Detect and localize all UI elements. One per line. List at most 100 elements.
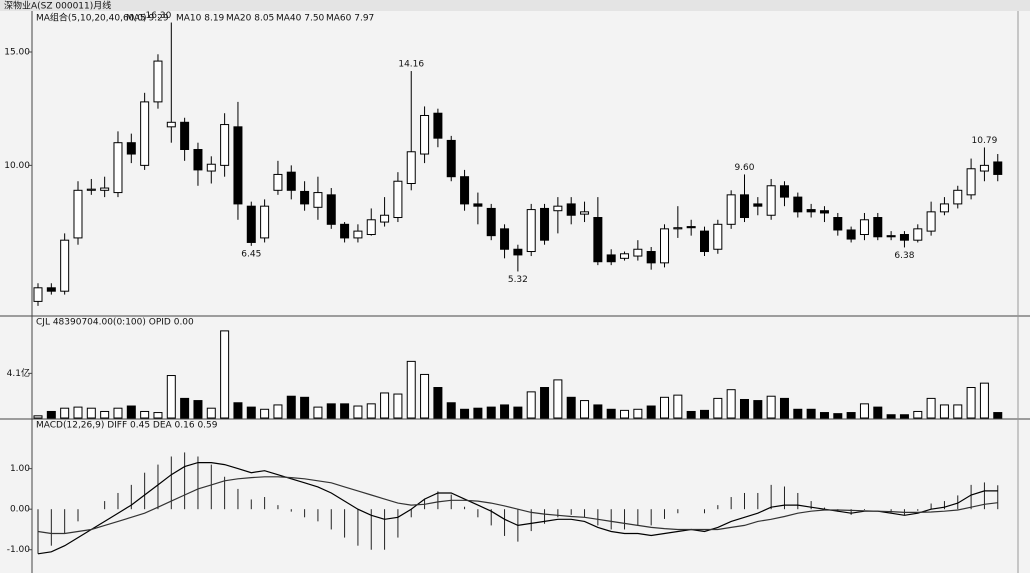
volume-bar <box>793 408 803 419</box>
candle-body <box>886 235 896 238</box>
candle-body <box>166 121 176 128</box>
volume-bar <box>86 407 96 419</box>
volume-bar <box>126 405 136 419</box>
volume-bar <box>33 415 43 419</box>
volume-bar <box>633 408 643 419</box>
volume-bar <box>739 398 749 419</box>
volume-bar <box>726 389 736 419</box>
candle-body <box>979 164 989 172</box>
candle-body <box>180 121 190 150</box>
legend-item: MA5 9.29 <box>126 14 169 24</box>
volume-bar <box>446 402 456 419</box>
volume-bar <box>273 404 283 419</box>
macd-line <box>37 462 998 555</box>
candle-body <box>473 203 483 207</box>
legend-item: MA组合(5,10,20,40,60,0) <box>36 12 147 24</box>
volume-bar <box>580 400 590 419</box>
panel-title: CJL 48390704.00(0:100) OPID 0.00 <box>36 318 194 328</box>
volume-bar <box>153 412 163 419</box>
candle-body <box>620 253 630 259</box>
candle-body <box>939 203 949 213</box>
volume-bar <box>73 406 83 419</box>
volume-bar <box>566 396 576 419</box>
volume-bar <box>513 406 523 419</box>
volume-bar <box>966 387 976 419</box>
y-tick-label: 4.1亿 <box>7 367 30 379</box>
legend-item: MA10 8.19 <box>176 14 225 24</box>
volume-bar <box>646 405 656 419</box>
volume-bar <box>433 387 443 419</box>
volume-bar <box>553 379 563 419</box>
volume-bar <box>246 406 256 419</box>
volume-bar <box>113 407 123 419</box>
candle-body <box>393 180 403 219</box>
volume-bar <box>620 409 630 419</box>
volume-bar <box>660 396 670 419</box>
volume-bar <box>766 395 776 419</box>
volume-bar <box>939 404 949 419</box>
candle-body <box>420 114 430 155</box>
volume-bar <box>753 400 763 419</box>
panel-title: MACD(12,26,9) DIFF 0.45 DEA 0.16 0.59 <box>36 421 218 431</box>
volume-bar <box>140 410 150 419</box>
volume-bar <box>300 396 310 419</box>
candle-body <box>260 205 270 239</box>
candle-body <box>286 171 296 191</box>
candle-body <box>633 248 643 257</box>
candle-body <box>779 185 789 198</box>
volume-bar <box>326 403 336 419</box>
price-annotation: 5.32 <box>508 275 528 285</box>
candle-body <box>73 189 83 239</box>
candle-body <box>366 219 376 236</box>
volume-bar <box>260 408 270 419</box>
candle-body <box>739 194 749 219</box>
legend-item: MA20 8.05 <box>226 14 274 24</box>
candle-body <box>206 163 216 172</box>
candle-body <box>140 101 150 166</box>
volume-bar <box>953 404 963 419</box>
volume-bar <box>353 405 363 419</box>
candle-body <box>566 203 576 216</box>
volume-bar <box>460 408 470 419</box>
volume-bar <box>166 375 176 419</box>
candle-body <box>993 161 1003 175</box>
volume-bar <box>819 412 829 419</box>
candle-body <box>966 168 976 196</box>
candle-body <box>953 189 963 205</box>
candle-body <box>766 185 776 216</box>
price-annotation: 9.60 <box>734 163 754 173</box>
price-annotation: 14.16 <box>398 60 424 70</box>
y-tick-label: 0.00 <box>10 505 30 515</box>
candle-body <box>326 194 336 225</box>
volume-bar <box>486 406 496 419</box>
candle-body <box>833 217 843 231</box>
y-tick-label: 10.00 <box>4 161 30 171</box>
candle-body <box>33 287 43 302</box>
candle-body <box>60 239 70 292</box>
chart-title: 深物业A(SZ 000011)月线 <box>4 0 111 12</box>
volume-bar <box>833 413 843 419</box>
candle-body <box>660 228 670 264</box>
candle-body <box>513 248 523 256</box>
volume-bar <box>473 407 483 419</box>
volume-bar <box>100 410 110 419</box>
volume-bar <box>526 391 536 419</box>
candle-body <box>673 227 683 230</box>
legend-item: MA40 7.50 <box>276 14 325 24</box>
volume-bar <box>979 382 989 419</box>
volume-bar <box>540 387 550 419</box>
volume-bar <box>60 407 70 419</box>
volume-bar <box>220 330 230 419</box>
price-annotation: 6.45 <box>241 249 261 259</box>
price-annotation: 16.30 <box>146 11 172 21</box>
candle-body <box>340 223 350 239</box>
candle-body <box>406 151 416 185</box>
volume-bar <box>700 409 709 419</box>
volume-bar <box>593 404 603 419</box>
candle-body <box>433 112 443 139</box>
volume-bar <box>193 400 203 419</box>
candle-body <box>553 205 563 212</box>
candle-body <box>380 214 390 223</box>
volume-bar <box>926 397 936 419</box>
